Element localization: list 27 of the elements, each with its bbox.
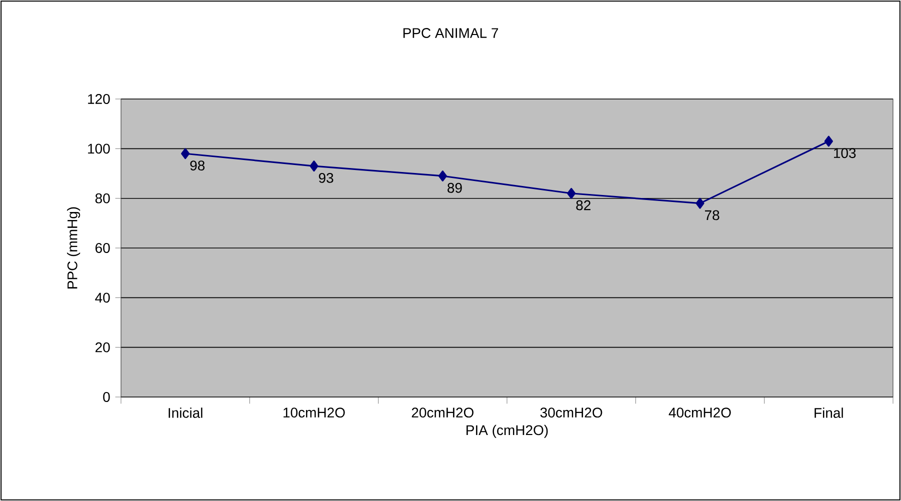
chart-title: PPC ANIMAL 7	[403, 28, 498, 38]
data-label: 93	[318, 172, 334, 183]
y-tick-label: 80	[95, 193, 110, 204]
data-label: 82	[576, 200, 590, 210]
point	[824, 136, 833, 147]
x-axis-title: PIA (cmH2O)	[466, 424, 548, 438]
x-tick-label: 10cmH2O	[284, 408, 345, 418]
data-label: 98	[190, 160, 205, 170]
y-axis-title: PPC (mmHg)	[67, 207, 80, 288]
y-tick-label: 0	[103, 392, 110, 402]
point	[567, 188, 576, 199]
x-tick-label: 20cmH2O	[412, 408, 474, 418]
y-tick-label: 100	[88, 144, 110, 154]
data-label: 89	[448, 182, 462, 193]
point	[310, 160, 318, 172]
x-tick-label: Final	[814, 408, 843, 418]
x-tick-label: 40cmH2O	[668, 408, 731, 418]
point	[181, 148, 190, 160]
x-tick-label: 30cmH2O	[540, 408, 602, 418]
y-tick-label: 120	[88, 94, 110, 104]
point	[438, 170, 447, 182]
y-tick-label: 40	[95, 292, 110, 303]
x-tick-label: Inicial	[168, 408, 202, 418]
y-tick-label: 60	[96, 243, 110, 253]
y-tick-label: 20	[96, 342, 110, 352]
point	[696, 198, 704, 209]
data-label: 78	[704, 210, 720, 220]
